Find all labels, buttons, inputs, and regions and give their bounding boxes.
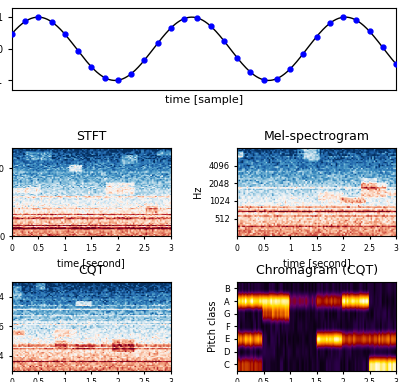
X-axis label: time [second]: time [second] xyxy=(283,259,350,269)
X-axis label: time [second]: time [second] xyxy=(58,259,125,269)
Title: CQT: CQT xyxy=(78,264,104,277)
Title: Mel-spectrogram: Mel-spectrogram xyxy=(264,129,370,142)
Title: Chromagram (CQT): Chromagram (CQT) xyxy=(256,264,378,277)
Y-axis label: Hz: Hz xyxy=(193,186,203,198)
Title: STFT: STFT xyxy=(76,129,106,142)
Y-axis label: Pitch class: Pitch class xyxy=(208,301,218,352)
X-axis label: time [sample]: time [sample] xyxy=(165,96,243,105)
